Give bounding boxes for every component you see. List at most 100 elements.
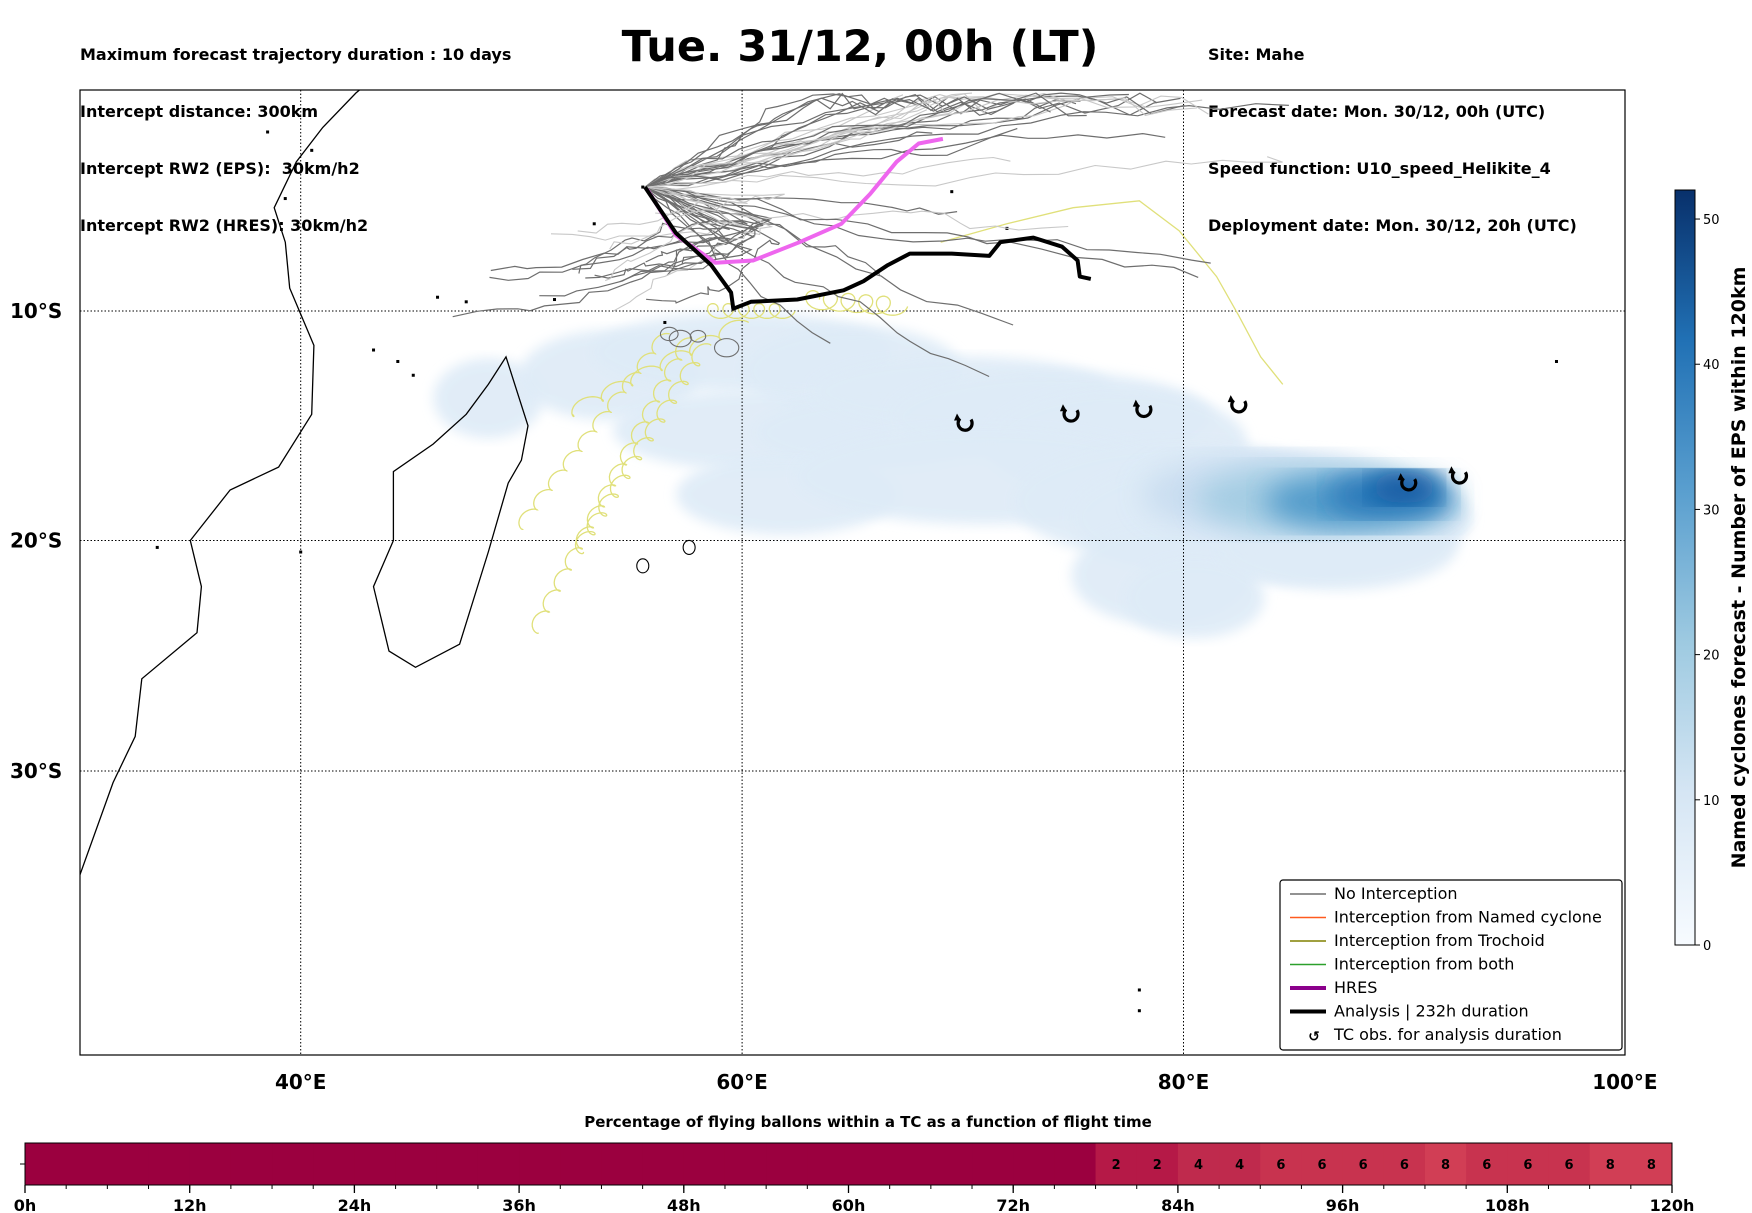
flight-time-bin-label: 6 xyxy=(1482,1158,1491,1173)
eps-trajectory xyxy=(644,186,781,304)
lat-tick-label: 20°S xyxy=(10,529,62,553)
eps-trajectory xyxy=(572,186,711,270)
eps-trajectory xyxy=(644,94,1051,188)
flight-time-tick-label: 108h xyxy=(1485,1196,1530,1213)
header-right-line: Deployment date: Mon. 30/12, 20h (UTC) xyxy=(1208,216,1577,235)
island xyxy=(636,558,650,574)
colorbar-tick-label: 0 xyxy=(1703,939,1711,954)
colorbar: 0 10 20 30 40 50 Named cyclones forecast - Num… xyxy=(1674,189,1750,954)
flight-time-bin xyxy=(66,1143,108,1185)
flight-time-bin xyxy=(1095,1143,1138,1185)
lon-tick-label: 80°E xyxy=(1158,1070,1210,1094)
flight-time-bin-label: 8 xyxy=(1606,1158,1615,1173)
header-left-line: Intercept distance: 300km xyxy=(80,102,319,121)
flight-time-bin xyxy=(1630,1143,1673,1185)
eps-trajectory xyxy=(644,127,1018,188)
lon-tick-label: 40°E xyxy=(275,1070,327,1094)
tc-marker-arc xyxy=(1062,408,1080,423)
eps-trajectory xyxy=(613,186,774,312)
tc-marker-arrow xyxy=(1448,466,1456,474)
eps-trajectory xyxy=(644,186,831,344)
flight-time-bin-label: 4 xyxy=(1194,1158,1203,1173)
flight-time-bin-label: 6 xyxy=(1317,1158,1326,1173)
map-area xyxy=(80,90,1625,1055)
flight-time-bin xyxy=(1260,1143,1302,1185)
tc-observations xyxy=(954,395,1469,492)
flight-time-bin xyxy=(1589,1143,1632,1185)
flight-time-bin-label: 8 xyxy=(1647,1158,1656,1173)
flight-time-bin xyxy=(1177,1143,1220,1185)
density-blob xyxy=(1124,558,1265,639)
flight-time-tick-label: 84h xyxy=(1161,1196,1195,1213)
flight-time-bin xyxy=(601,1143,644,1185)
flight-time-bin xyxy=(724,1143,767,1185)
eps-trajectory xyxy=(644,186,1211,264)
flight-time-bar-title: Percentage of flying ballons within a TC… xyxy=(584,1113,1152,1131)
colorbar-tick-label: 50 xyxy=(1703,213,1720,228)
legend-label: HRES xyxy=(1334,978,1377,997)
eps-trajectory xyxy=(452,186,753,318)
tc-observation-marker xyxy=(1448,466,1469,485)
eps-loop xyxy=(713,338,740,358)
flight-time-tick-label: 60h xyxy=(832,1196,866,1213)
map-frame xyxy=(79,89,1626,1056)
eps-trajectory xyxy=(550,186,727,241)
flight-time-bin xyxy=(1548,1143,1591,1185)
eps-loop xyxy=(689,329,707,343)
eps-trajectory xyxy=(577,186,708,234)
flight-time-bin xyxy=(313,1143,355,1185)
flight-time-tick-label: 24h xyxy=(338,1196,372,1213)
tc-marker-arc xyxy=(956,417,974,432)
flight-time-bin xyxy=(1424,1143,1467,1185)
header-right-line: Forecast date: Mon. 30/12, 00h (UTC) xyxy=(1208,102,1546,121)
islet xyxy=(283,197,287,201)
lon-tick-label: 60°E xyxy=(716,1070,768,1094)
flight-time-bin xyxy=(1054,1143,1097,1185)
flight-time-tick-label: 96h xyxy=(1326,1196,1360,1213)
tc-observation-marker xyxy=(1227,395,1248,414)
cyclone-density-layer xyxy=(433,312,1472,639)
eps-trajectory xyxy=(644,186,881,276)
coastline-madagascar xyxy=(372,355,529,669)
flight-time-bin xyxy=(519,1143,561,1185)
flight-time-bin xyxy=(766,1143,808,1185)
trochoid-track xyxy=(574,343,712,555)
island xyxy=(682,539,696,555)
main-tracks xyxy=(643,136,1092,311)
eps-trajectory xyxy=(644,92,1087,188)
tc-observation-marker xyxy=(1059,404,1080,423)
islet xyxy=(464,300,468,304)
coastlines xyxy=(80,90,1558,1013)
flight-time-bin xyxy=(230,1143,273,1185)
flight-time-bin xyxy=(848,1143,891,1185)
colorbar-tick-label: 40 xyxy=(1703,358,1720,373)
islet xyxy=(663,320,667,324)
islet xyxy=(155,545,159,549)
tc-marker-arrow xyxy=(1132,399,1140,407)
flight-time-tick-label: 12h xyxy=(173,1196,207,1213)
eps-loop xyxy=(659,326,679,342)
flight-time-bin xyxy=(1301,1143,1344,1185)
legend-marker: ↺ xyxy=(1308,1029,1320,1045)
tc-marker-arc xyxy=(1400,477,1418,492)
flight-time-bin-label: 8 xyxy=(1441,1158,1450,1173)
eps-trajectory xyxy=(644,92,1158,188)
tc-marker-arrow xyxy=(1397,473,1405,481)
tc-marker-arc xyxy=(1450,470,1469,485)
flight-time-bin xyxy=(1136,1143,1179,1185)
flight-time-bin xyxy=(436,1143,479,1185)
flight-time-bin xyxy=(1013,1143,1055,1185)
flight-time-bin xyxy=(25,1143,67,1185)
eps-trajectory xyxy=(644,93,1203,188)
coastline-africa xyxy=(80,90,361,875)
flight-time-bin xyxy=(930,1143,973,1185)
eps-trajectory xyxy=(644,93,1129,188)
eps-trajectory xyxy=(644,186,1199,278)
islet xyxy=(396,359,400,363)
flight-time-bin-label: 6 xyxy=(1276,1158,1285,1173)
flight-time-bin xyxy=(889,1143,932,1185)
flight-time-bin xyxy=(1342,1143,1385,1185)
colorbar-tick-label: 10 xyxy=(1703,794,1720,809)
flight-time-bin xyxy=(642,1143,685,1185)
